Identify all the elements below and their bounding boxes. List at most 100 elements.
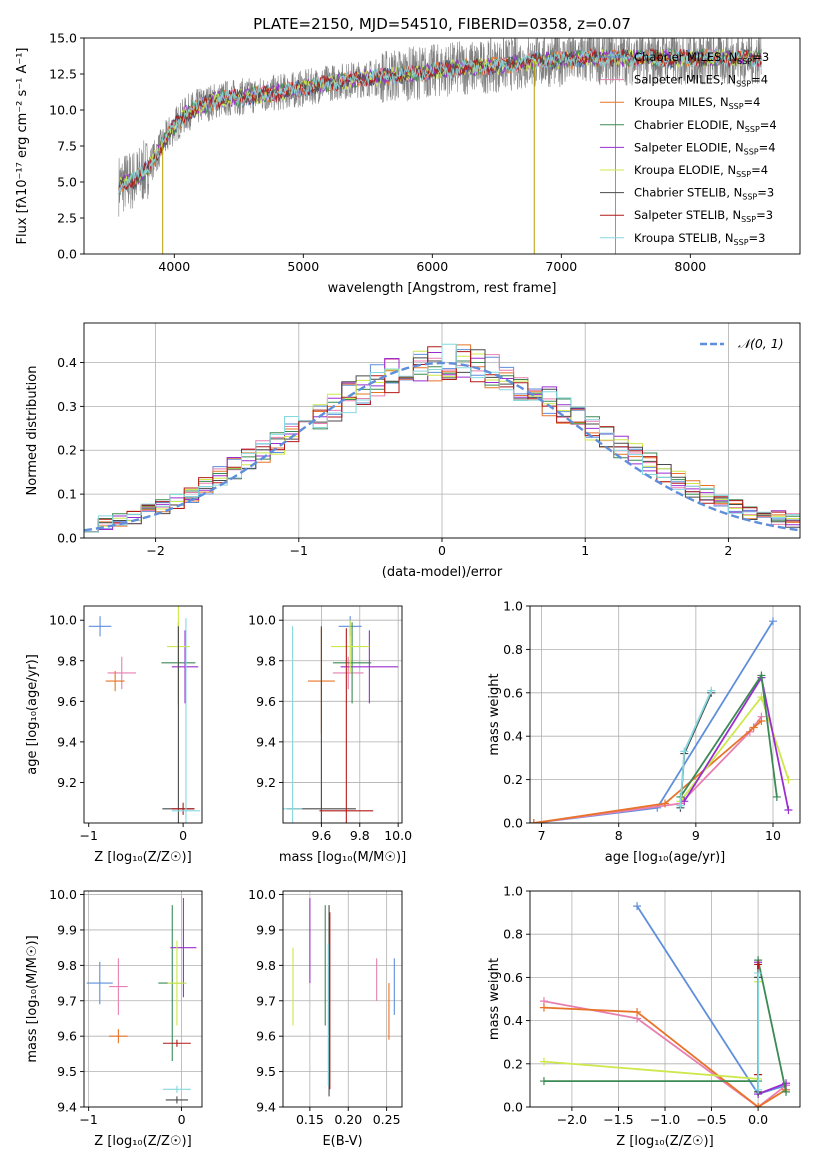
legend-label: Salpeter STELIB, NSSP=3 <box>634 208 773 224</box>
y-axis-label: Flux [fλ10⁻¹⁷ erg cm⁻² s⁻¹ A⁻¹] <box>15 48 30 245</box>
legend-nssp-prefix: , N <box>721 50 737 64</box>
legend-nssp-sub: SSP <box>736 80 751 89</box>
weight-marker-kroupa-elodie <box>784 775 793 784</box>
plot-area <box>88 606 201 823</box>
legend-nssp-value: =4 <box>751 73 768 87</box>
weight-marker-kroupa-miles <box>757 717 766 726</box>
y-tick-label: 9.8 <box>57 958 77 973</box>
legend-label: Kroupa MILES, NSSP=4 <box>634 95 761 111</box>
y-tick-label: 0.0 <box>503 816 523 831</box>
model-spectrum-salpeter-stelib <box>118 47 762 191</box>
y-axis-label: age [log₁₀(age/yr)] <box>25 654 40 775</box>
x-tick-label: 0 <box>438 543 446 558</box>
x-axis-label: wavelength [Angstrom, rest frame] <box>328 281 557 296</box>
legend-nssp-value: =3 <box>756 208 773 222</box>
y-tick-label: 10.0 <box>49 613 77 628</box>
x-axis-label: E(B-V) <box>322 1134 362 1149</box>
x-tick-label: 0.20 <box>334 1112 362 1127</box>
legend-nssp-prefix: , N <box>728 140 744 154</box>
weight-marker-kroupa-stelib <box>707 686 716 695</box>
legend-nssp-sub: SSP <box>729 102 744 111</box>
y-tick-label: 0.0 <box>57 531 77 546</box>
weight-line-chabrier-miles <box>533 620 774 823</box>
y-tick-label: 9.4 <box>256 1100 276 1115</box>
y-axis-label: Normed distribution <box>25 366 40 496</box>
x-tick-label: −2 <box>146 543 164 558</box>
x-tick-label: 6000 <box>416 259 448 274</box>
legend-nssp-prefix: , N <box>726 186 742 200</box>
y-tick-label: 2.5 <box>57 211 77 226</box>
model-spectrum-kroupa-stelib <box>118 49 762 194</box>
weight-marker-chabrier-elodie <box>757 671 766 680</box>
y-tick-label: 9.9 <box>57 922 77 937</box>
weight-marker-kroupa-miles <box>633 1007 642 1016</box>
weight-marker-kroupa-stelib <box>680 747 689 756</box>
legend-label: Chabrier MILES, NSSP=3 <box>634 50 769 66</box>
chart-weight-vs-Z: −2.0 −1.5 −1.0 −0.5 0.0 0.0 0.2 0.4 0.6 0.8 1.0 Z [… <box>487 884 801 1149</box>
legend-nssp-prefix: , N <box>720 163 736 177</box>
x-tick-label: 0.25 <box>373 1112 401 1127</box>
x-tick-label: −0.5 <box>696 1112 726 1127</box>
legend-nssp-value: =4 <box>744 95 761 109</box>
y-tick-label: 9.9 <box>256 922 276 937</box>
y-tick-label: 9.6 <box>256 1029 276 1044</box>
y-tick-label: 9.2 <box>256 775 276 790</box>
x-tick-label: 9.8 <box>350 828 370 843</box>
y-tick-label: 0.2 <box>57 443 77 458</box>
legend-model-name: Kroupa ELODIE <box>634 163 720 177</box>
y-tick-label: 0.1 <box>57 487 77 502</box>
y-tick-label: 9.7 <box>57 993 77 1008</box>
legend-label: Kroupa STELIB, NSSP=3 <box>634 231 765 247</box>
x-tick-label: 1 <box>581 543 589 558</box>
axes-frame <box>529 605 801 824</box>
y-tick-label: 9.8 <box>256 653 276 668</box>
normal-curve <box>84 361 800 532</box>
weight-marker-chabrier-miles <box>769 617 777 626</box>
axes-frame <box>282 890 403 1108</box>
weight-marker-chabrier-elodie <box>539 1077 548 1086</box>
x-axis-label: Z [log₁₀(Z/Z☉)] <box>616 1134 713 1149</box>
x-tick-label: −1.0 <box>650 1112 680 1127</box>
legend-nssp-sub: SSP <box>742 193 757 202</box>
legend-nssp-sub: SSP <box>736 170 751 179</box>
y-tick-label: 9.6 <box>256 694 276 709</box>
weight-marker-kroupa-miles <box>661 799 669 808</box>
x-tick-label: −2.0 <box>557 1112 587 1127</box>
y-tick-label: 9.2 <box>57 775 77 790</box>
y-tick-label: 0.3 <box>57 399 77 414</box>
weight-marker-kroupa-miles <box>749 723 758 732</box>
x-tick-label: 8000 <box>674 259 706 274</box>
plot-area <box>539 902 791 1107</box>
chart-age-vs-mass: 9.6 9.8 10.0 9.2 9.4 9.6 9.8 10.0 mass [log₁₀(M/… <box>248 605 412 865</box>
y-tick-label: 10.0 <box>49 103 77 118</box>
y-tick-label: 9.8 <box>256 958 276 973</box>
legend-nssp-sub: SSP <box>734 238 749 247</box>
y-tick-label: 0.6 <box>503 685 523 700</box>
y-tick-label: 10.0 <box>49 887 77 902</box>
y-tick-label: 12.5 <box>49 67 77 82</box>
x-tick-label: 7000 <box>545 259 577 274</box>
weight-marker-salpeter-elodie <box>784 805 793 814</box>
x-tick-label: −1.5 <box>603 1112 633 1127</box>
chart-residuals: −2 −1 0 1 2 0.0 0.1 0.2 0.3 0.4 (data-model)/error… <box>25 322 801 580</box>
x-axis-label: Z [log₁₀(Z/Z☉)] <box>94 850 191 865</box>
weight-marker-kroupa-miles <box>539 1003 548 1012</box>
y-tick-label: 9.4 <box>57 1100 77 1115</box>
x-tick-label: 0 <box>178 1112 186 1127</box>
legend-nssp-value: =4 <box>759 140 776 154</box>
weight-line-kroupa-elodie <box>543 981 759 1080</box>
y-tick-label: 9.6 <box>57 1029 77 1044</box>
x-tick-label: 9.6 <box>311 828 331 843</box>
y-tick-label: 0.4 <box>503 729 523 744</box>
y-tick-label: 1.0 <box>503 599 523 614</box>
weight-marker-kroupa-miles <box>530 819 538 823</box>
legend-nssp-value: =3 <box>749 231 766 245</box>
y-axis-label: mass weight <box>487 673 502 755</box>
weight-marker-kroupa-elodie <box>539 1057 548 1066</box>
y-tick-label: 7.5 <box>57 139 77 154</box>
legend-label: 𝒩(0, 1) <box>738 336 784 351</box>
legend-label: Kroupa ELODIE, NSSP=4 <box>634 163 768 179</box>
legend-label: Salpeter ELODIE, NSSP=4 <box>634 140 776 156</box>
legend-model-name: Chabrier ELODIE <box>634 118 729 132</box>
